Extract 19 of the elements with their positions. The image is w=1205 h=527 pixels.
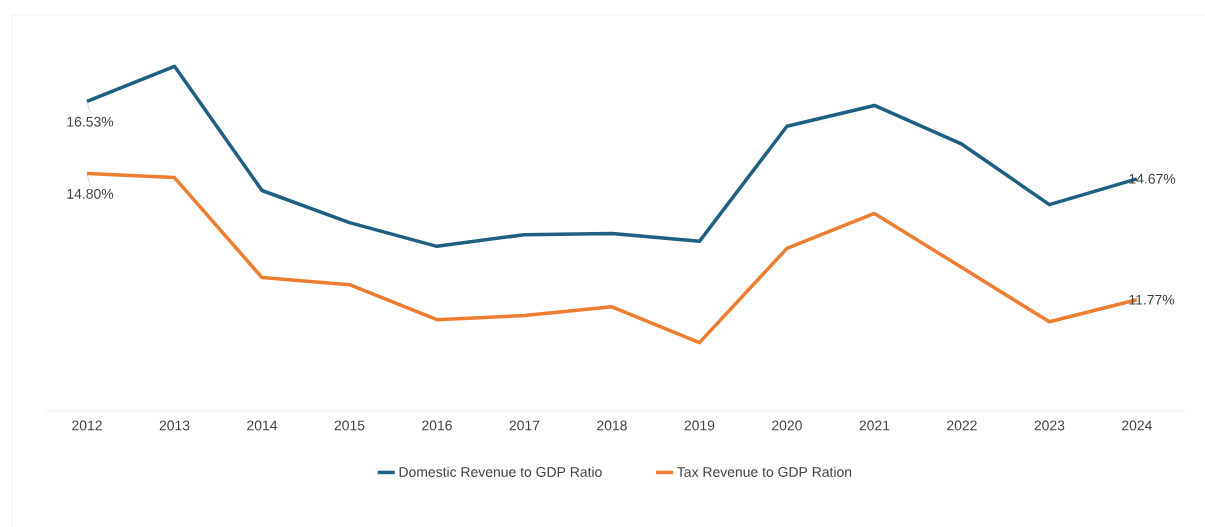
x-tick-label: 2018 xyxy=(597,420,627,431)
legend-label: Tax Revenue to GDP Ration xyxy=(677,466,852,477)
x-tick-label: 2017 xyxy=(509,420,540,431)
legend-label: Domestic Revenue to GDP Ratio xyxy=(399,466,602,477)
x-tick-label: 2012 xyxy=(72,420,102,431)
x-tick-label: 2015 xyxy=(334,420,365,431)
x-tick-label: 2021 xyxy=(859,420,890,431)
x-tick-label: 2022 xyxy=(947,420,977,431)
data-label: 16.53% xyxy=(67,116,114,127)
x-tick-label: 2019 xyxy=(684,420,715,431)
data-label: 11.77% xyxy=(1129,294,1175,305)
x-tick-label: 2014 xyxy=(247,420,278,431)
data-label: 14.80% xyxy=(67,188,114,199)
x-tick-label: 2016 xyxy=(422,420,452,431)
data-label: 14.67% xyxy=(1129,173,1176,184)
x-tick-label: 2023 xyxy=(1034,420,1065,431)
x-tick-label: 2020 xyxy=(772,420,802,431)
x-tick-label: 2024 xyxy=(1122,420,1152,431)
x-tick-label: 2013 xyxy=(159,420,190,431)
